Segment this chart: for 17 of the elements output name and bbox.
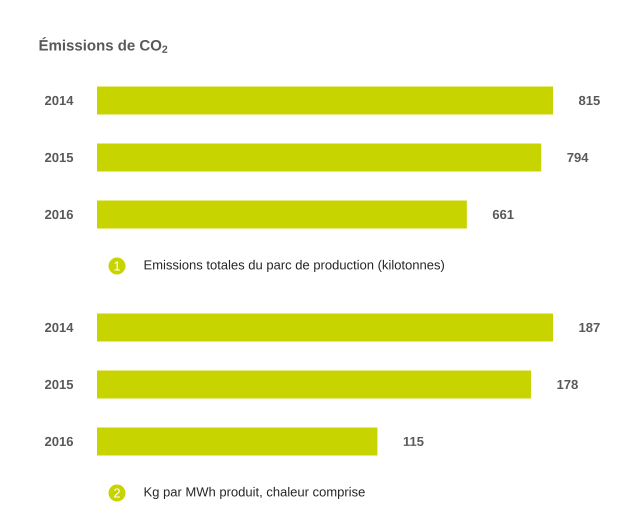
y-tick-label: 2014: [45, 96, 74, 106]
text: 2: [114, 488, 120, 498]
y-tick-label: 2016: [45, 210, 73, 220]
text: 1: [114, 262, 120, 270]
chart-title: Émissions de CO$_{2}$: [40, 37, 168, 53]
data-label: 115: [404, 436, 424, 446]
data-label: 661: [492, 210, 514, 220]
data-label: 187: [579, 322, 600, 332]
text: Kg par MWh produit, chaleur comprise: [144, 486, 365, 500]
data-label: 794: [567, 152, 588, 162]
y-tick-label: 2016: [45, 436, 73, 446]
data-label: 815: [578, 96, 600, 106]
y-tick-label: 2015: [45, 380, 74, 390]
y-tick-label: 2014: [45, 322, 74, 332]
text: Emissions totales du parc de production (kilotonnes): [144, 260, 444, 272]
data-label: 178: [557, 380, 578, 390]
y-tick-label: 2015: [45, 152, 74, 162]
